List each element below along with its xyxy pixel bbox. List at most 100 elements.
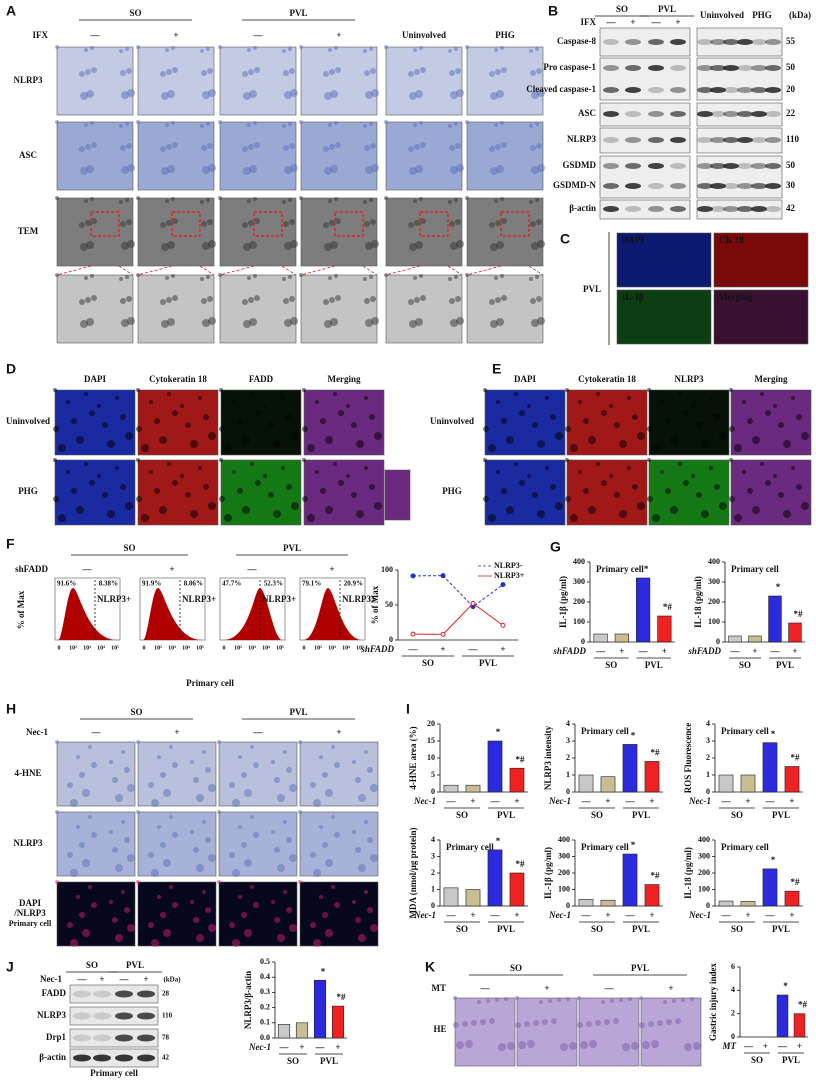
texture — [610, 999, 614, 1003]
x-tick-label: + — [752, 646, 757, 656]
texture — [120, 298, 126, 304]
texture — [454, 275, 458, 279]
texture — [752, 506, 760, 514]
texture — [545, 396, 549, 400]
texture — [217, 880, 221, 884]
bar — [636, 577, 651, 643]
axis-label: NLRP3 intensity — [543, 725, 553, 790]
texture — [202, 242, 210, 250]
band — [765, 206, 781, 212]
texture — [496, 470, 500, 474]
group-label: PVL — [658, 4, 676, 14]
y-tick-label: 0 — [389, 635, 393, 644]
texture — [58, 444, 66, 452]
zoom-line — [137, 265, 173, 276]
texture — [205, 907, 211, 913]
texture — [243, 92, 251, 100]
texture — [172, 480, 178, 486]
texture — [364, 70, 370, 76]
texture — [302, 388, 306, 392]
y-tick-label: 3 — [566, 736, 570, 745]
x-tick-label: — — [581, 910, 592, 920]
texture — [729, 458, 733, 462]
texture — [537, 440, 545, 448]
texture — [647, 496, 653, 502]
texture — [274, 917, 280, 923]
texture — [169, 745, 173, 749]
texture — [172, 762, 178, 768]
texture — [331, 745, 335, 749]
texture — [255, 480, 261, 486]
hist-tick: 10³ — [328, 645, 336, 651]
texture — [53, 388, 57, 392]
texture — [329, 220, 335, 226]
inset-box — [334, 211, 364, 237]
texture — [90, 197, 94, 201]
texture — [268, 422, 274, 428]
band — [93, 1012, 111, 1020]
micrograph — [56, 46, 134, 116]
texture — [490, 92, 498, 100]
texture — [208, 924, 216, 932]
bar — [509, 872, 525, 907]
texture — [691, 474, 695, 478]
side-label: PHG — [752, 10, 772, 20]
texture — [333, 462, 337, 466]
texture — [369, 47, 373, 51]
texture — [201, 145, 207, 151]
row-label: Uninvolved — [430, 416, 474, 426]
texture — [370, 924, 378, 932]
band — [670, 137, 686, 143]
band — [737, 87, 753, 93]
x-tick-label: — — [279, 1042, 290, 1052]
texture — [55, 45, 59, 49]
micrograph — [54, 459, 136, 526]
texture — [84, 276, 88, 280]
significance: * — [496, 727, 501, 737]
texture — [529, 124, 533, 128]
texture — [420, 295, 426, 301]
texture — [271, 760, 275, 764]
texture — [120, 414, 126, 420]
band — [710, 87, 726, 93]
hist-tick: 10⁵ — [196, 645, 204, 651]
y-tick-label: 0 — [706, 787, 710, 796]
texture — [325, 506, 333, 514]
significance: *# — [651, 871, 661, 881]
texture — [455, 296, 461, 302]
blot — [696, 155, 783, 199]
micrograph — [385, 197, 463, 267]
texture — [91, 67, 97, 73]
texture — [136, 196, 140, 200]
texture — [89, 410, 95, 416]
x-tick-label: — — [765, 796, 776, 806]
texture — [84, 199, 88, 203]
treatment-label: Nec-1 — [40, 974, 62, 984]
texture — [313, 869, 321, 877]
texture — [307, 444, 315, 452]
y-tick-label: 10 — [427, 753, 435, 762]
significance: *# — [516, 859, 526, 869]
texture — [160, 912, 166, 918]
texture — [414, 69, 420, 75]
inset-box — [171, 211, 201, 237]
texture — [363, 200, 367, 204]
texture — [85, 297, 91, 303]
texture — [167, 392, 171, 396]
texture — [172, 410, 178, 416]
texture — [501, 295, 507, 301]
treatment-label: Nec-1 — [413, 796, 436, 806]
texture — [202, 91, 210, 99]
texture — [207, 68, 213, 74]
micrograph — [219, 274, 297, 344]
annotation: Primary cell — [721, 842, 769, 852]
texture — [310, 782, 316, 788]
band — [765, 39, 781, 45]
texture — [66, 470, 70, 474]
micrograph — [385, 121, 463, 191]
histogram — [303, 588, 362, 640]
micrograph — [385, 274, 463, 344]
texture — [136, 458, 140, 462]
column-label: DAPI — [84, 374, 106, 384]
sign: — — [119, 974, 130, 984]
